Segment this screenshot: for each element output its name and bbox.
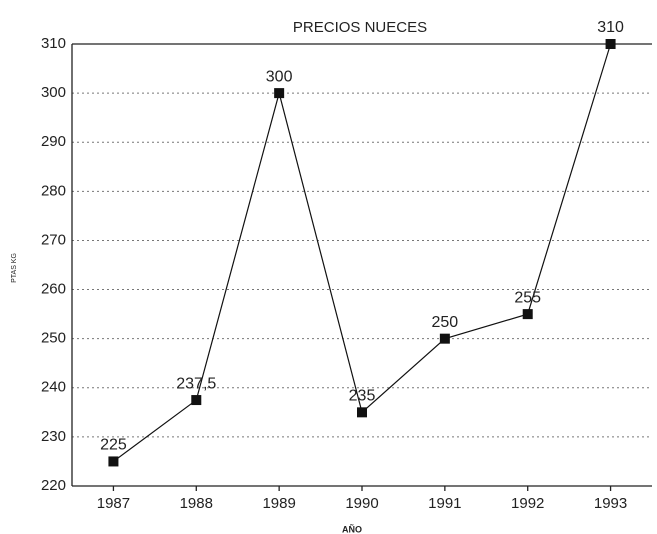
x-tick-label: 1988 (180, 495, 213, 512)
x-tick-label: 1993 (594, 495, 627, 512)
y-tick-label: 300 (41, 84, 66, 101)
y-tick-label: 290 (41, 133, 66, 150)
point (522, 309, 533, 320)
y-tick-label: 280 (41, 182, 66, 199)
data-label: 300 (266, 68, 293, 85)
x-tick-label: 1987 (97, 495, 130, 512)
data-label: 255 (514, 289, 541, 306)
point (605, 39, 616, 49)
y-tick-label: 270 (41, 231, 66, 248)
y-tick-label: 230 (41, 428, 66, 445)
x-tick-label: 1992 (511, 495, 544, 512)
point (274, 88, 285, 99)
y-tick-label: 310 (41, 35, 66, 52)
chart-title: PRECIOS NUECES (293, 19, 427, 36)
y-tick-label: 240 (41, 379, 66, 396)
point (108, 456, 119, 467)
x-tick-label: 1989 (262, 495, 295, 512)
x-tick-label: 1990 (345, 495, 378, 512)
x-tick-label: 1991 (428, 495, 461, 512)
y-tick-label: 220 (41, 477, 66, 494)
point (191, 395, 202, 406)
data-label: 237,5 (176, 375, 216, 392)
data-label: 225 (100, 437, 127, 454)
y-tick-label: 250 (41, 330, 66, 347)
y-axis-label: PTAS KG (11, 253, 18, 283)
point (357, 407, 367, 418)
x-axis-label: AÑO (342, 524, 362, 534)
point (439, 333, 450, 344)
data-label: 250 (432, 314, 459, 331)
y-tick-label: 260 (41, 281, 66, 298)
data-label: 310 (597, 19, 624, 36)
data-label: 235 (349, 388, 376, 405)
